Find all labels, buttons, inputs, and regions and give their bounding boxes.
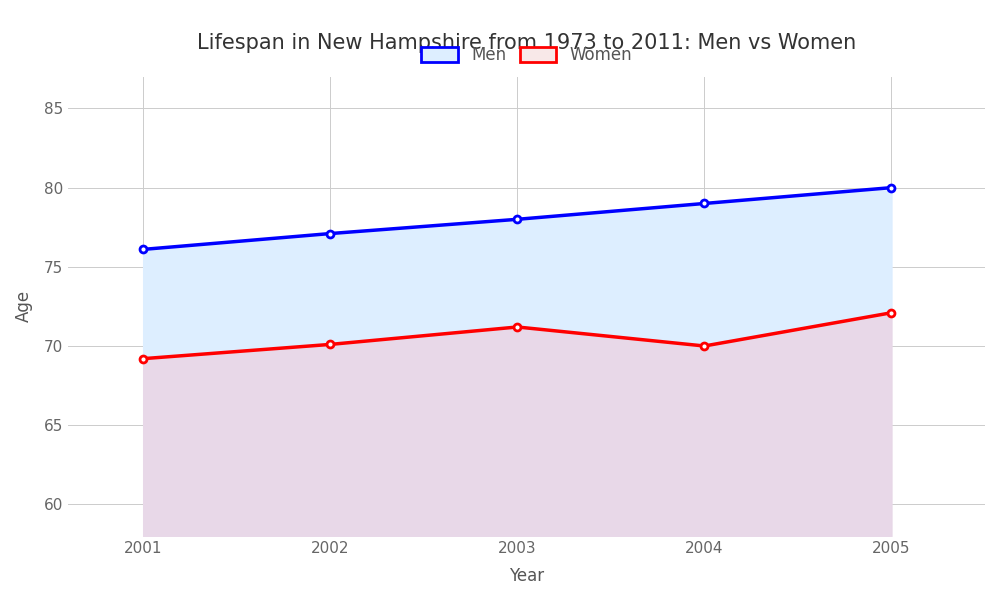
Legend: Men, Women: Men, Women — [414, 39, 639, 71]
Y-axis label: Age: Age — [15, 290, 33, 322]
Title: Lifespan in New Hampshire from 1973 to 2011: Men vs Women: Lifespan in New Hampshire from 1973 to 2… — [197, 33, 856, 53]
X-axis label: Year: Year — [509, 567, 544, 585]
